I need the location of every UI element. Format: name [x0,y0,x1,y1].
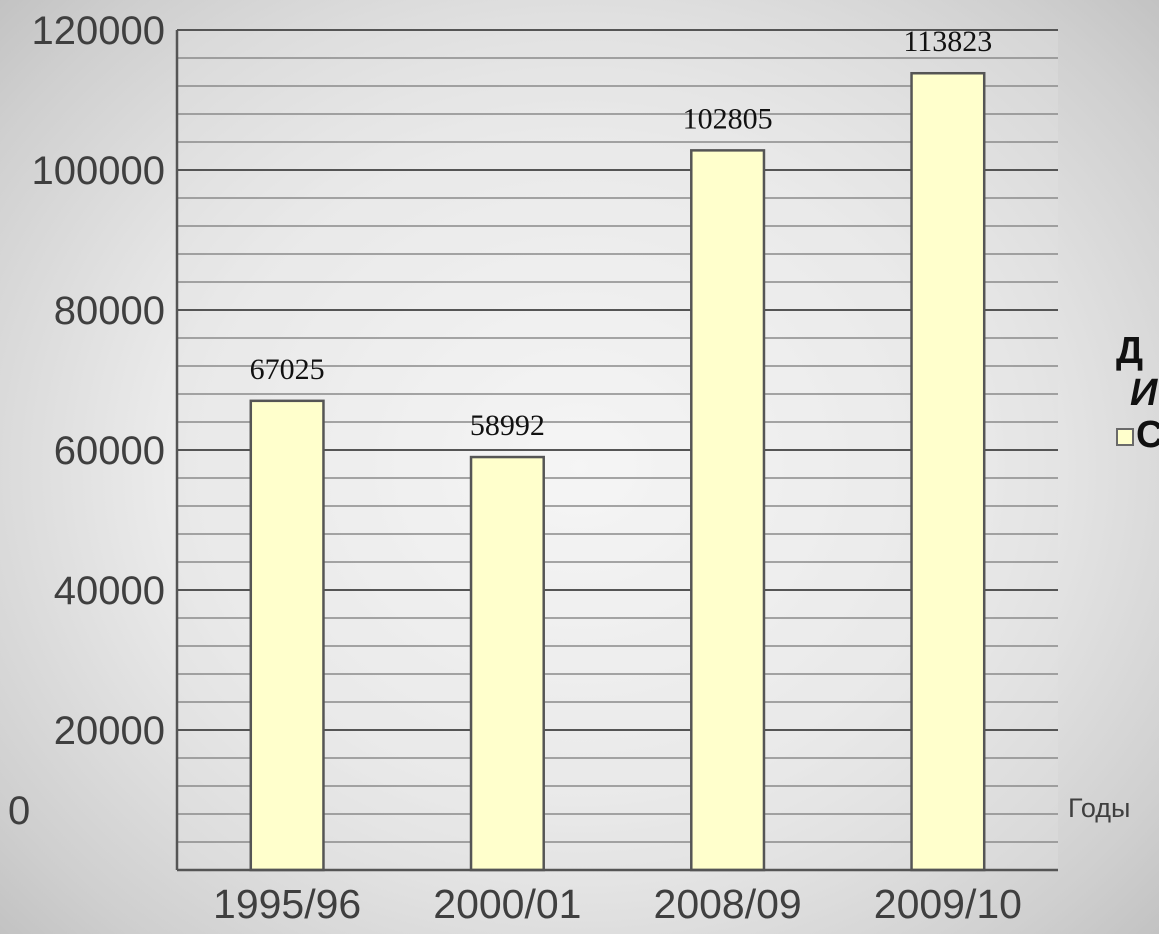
data-label-2000/01: 58992 [470,409,545,442]
x-tick-label-2008/09: 2008/09 [654,881,802,927]
y-tick-label-100000: 100000 [32,149,165,193]
x-tick-labels: 1995/96 2000/01 2008/09 2009/10 [213,881,1022,927]
legend-line-1: Д [1116,330,1144,372]
x-tick-label-2009/10: 2009/10 [874,881,1022,927]
y-tick-labels: 0 20000 40000 60000 80000 100000 120000 [8,9,165,833]
data-label-1995/96: 67025 [250,353,325,386]
legend-entry: С [1116,414,1159,456]
y-tick-label-60000: 60000 [54,429,165,473]
bar-1995/96 [249,399,325,872]
y-tick-label-0: 0 [8,789,30,833]
x-tick-label-1995/96: 1995/96 [213,881,361,927]
axes [175,30,1058,872]
legend-entry-label: С [1136,414,1159,456]
y-tick-label-120000: 120000 [32,9,165,53]
bars [249,71,986,872]
x-unit-label: Годы [1068,793,1130,823]
x-tick-label-2000/01: 2000/01 [433,881,581,927]
data-labels: 67025 58992 102805 113823 [250,25,993,442]
legend: Д И С [1116,330,1159,456]
data-label-2008/09: 102805 [683,102,773,135]
legend-swatch-icon [1116,427,1134,446]
bar-2009/10 [910,71,986,872]
bar-2000/01 [469,455,545,872]
data-label-2009/10: 113823 [903,25,992,58]
y-tick-label-40000: 40000 [54,569,165,613]
bar-2008/09 [690,149,766,872]
legend-line-2: И [1130,372,1158,414]
y-tick-label-80000: 80000 [54,289,165,333]
y-tick-label-20000: 20000 [54,709,165,753]
